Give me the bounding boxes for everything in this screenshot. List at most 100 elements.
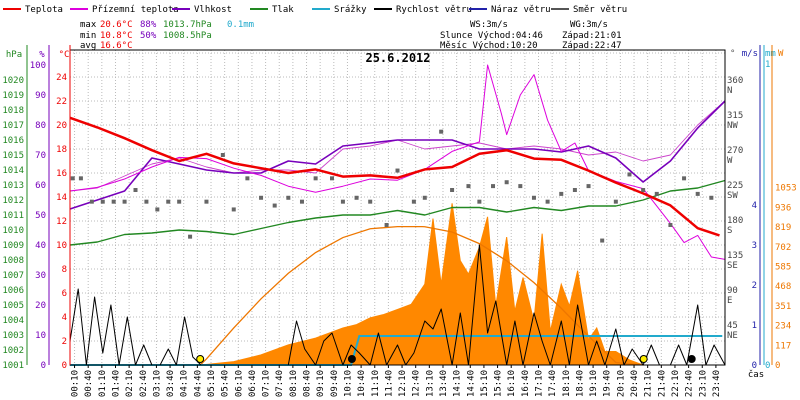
temperature-axis-tick-label: 22 xyxy=(56,97,67,107)
x-tick-label: 11:40 xyxy=(384,370,394,397)
series-humidity-line xyxy=(69,100,726,210)
x-tick-label: 22:40 xyxy=(685,370,695,397)
wind-direction-point xyxy=(682,176,687,181)
legend-label: Srážky xyxy=(334,5,367,15)
x-tick-label: 18:10 xyxy=(562,370,572,397)
radiation-tick-label: 936 xyxy=(775,203,791,213)
wind-direction-point xyxy=(518,184,523,189)
direction-tick-value: 270 xyxy=(727,146,743,156)
wind-direction-point xyxy=(313,176,318,181)
temperature-axis-tick-label: 8 xyxy=(62,265,67,275)
pressure-axis-tick-label: 1013 xyxy=(2,181,24,191)
stats-block: max 20.6°C 88% 1013.7hPa 0.1mm min 10.8°… xyxy=(80,20,254,51)
radiation-tick-label: 234 xyxy=(775,322,791,332)
x-tick-label: 11:10 xyxy=(371,370,381,397)
humidity-axis-tick-label: 50 xyxy=(35,211,46,221)
temperature-axis-tick-label: 4 xyxy=(62,313,67,323)
humidity-axis-tick-label: 10 xyxy=(35,331,46,341)
x-tick-label: 05:40 xyxy=(221,370,231,397)
wind-direction-point xyxy=(133,188,138,192)
humidity-axis-tick-label: 60 xyxy=(35,181,46,191)
legend-label: Směr větru xyxy=(573,5,627,15)
pressure-axis-tick-label: 1007 xyxy=(2,271,24,281)
info-wg: WG:3m/s xyxy=(570,20,608,30)
x-tick-label: 01:40 xyxy=(111,370,121,397)
sunset-marker xyxy=(639,355,648,363)
wind-direction-point xyxy=(545,199,550,204)
wind-direction-point xyxy=(613,199,618,204)
direction-tick-value: 360 xyxy=(727,76,743,86)
pressure-axis-tick-label: 1008 xyxy=(2,256,24,266)
stats-min-hum: 50% xyxy=(140,31,157,41)
series-pressure-line xyxy=(69,179,726,246)
legend-label: Vlhkost xyxy=(194,5,232,15)
legend-label: Přízemní teplota xyxy=(92,5,179,15)
x-tick-label: 02:40 xyxy=(139,370,149,397)
x-tick-label: 17:10 xyxy=(535,370,545,397)
direction-tick-value: 225 xyxy=(727,181,743,191)
info-moon-set: Západ:22:47 xyxy=(562,41,622,51)
wind-direction-point xyxy=(477,199,482,204)
stats-max-hum: 88% xyxy=(140,20,157,30)
x-tick-label: 19:40 xyxy=(603,370,613,397)
wind-direction-point xyxy=(272,203,277,208)
wind-direction-point xyxy=(411,199,416,204)
direction-tick-value: 180 xyxy=(727,216,743,226)
wind-direction-point xyxy=(586,184,591,189)
wind-tick-label: 2 xyxy=(752,281,757,291)
x-tick-label: 15:10 xyxy=(480,370,490,397)
direction-tick-value: 45 xyxy=(727,321,738,331)
series-ground-temp-line xyxy=(69,64,726,260)
wind-direction-point xyxy=(491,184,496,189)
x-tick-label: 09:10 xyxy=(316,370,326,397)
x-tick-label: 07:10 xyxy=(262,370,272,397)
pressure-axis-tick-label: 1010 xyxy=(2,226,24,236)
pressure-axis-tick-label: 1020 xyxy=(2,76,24,86)
x-tick-label: 04:10 xyxy=(180,370,190,397)
x-tick-label: 14:40 xyxy=(466,370,476,397)
stats-min-temp: 10.8°C xyxy=(100,31,133,41)
x-tick-label: 10:40 xyxy=(357,370,367,397)
x-tick-label: 15:40 xyxy=(494,370,504,397)
direction-tick-label: E xyxy=(727,296,732,306)
info-sun-set: Západ:21:01 xyxy=(562,31,622,41)
info-moon-rise: Měsíc Východ:10:20 xyxy=(440,41,538,51)
temperature-axis-tick-label: 16 xyxy=(56,169,67,179)
radiation-tick-label: 0 xyxy=(775,361,780,371)
x-tick-label: 01:10 xyxy=(98,370,108,397)
wind-direction-point xyxy=(177,199,182,204)
wind-direction-point xyxy=(259,195,264,200)
rain-tick-label: 0 xyxy=(765,361,770,371)
x-tick-label: 23:10 xyxy=(698,370,708,397)
direction-tick-label: NW xyxy=(727,121,738,131)
sunrise-marker xyxy=(196,355,205,363)
pressure-axis-tick-label: 1018 xyxy=(2,106,24,116)
wind-direction-point xyxy=(166,199,171,204)
wind-direction-point xyxy=(330,176,334,181)
temperature-axis-tick-label: 14 xyxy=(56,193,67,203)
wind-tick-label: 1 xyxy=(752,321,757,331)
moonrise-marker xyxy=(347,355,356,363)
wind-direction-point xyxy=(422,195,427,200)
legend-label: Náraz větru xyxy=(491,5,551,15)
x-tick-label: 21:10 xyxy=(644,370,654,397)
pressure-axis-tick-label: 1006 xyxy=(2,286,24,296)
wind-tick-label: 0 xyxy=(752,361,757,371)
wind-direction-point xyxy=(231,207,236,212)
x-tick-label: 20:10 xyxy=(616,370,626,397)
x-tick-label: 03:40 xyxy=(166,370,176,397)
direction-tick-label: SE xyxy=(727,261,738,271)
wind-direction-point xyxy=(695,191,700,196)
x-tick-label: 08:40 xyxy=(303,370,313,397)
humidity-axis-tick-label: 20 xyxy=(35,301,46,311)
x-tick-label: 12:10 xyxy=(398,370,408,397)
wind-tick-label: 4 xyxy=(752,201,757,211)
wind-direction-point xyxy=(654,191,659,196)
legend-label: Teplota xyxy=(25,5,63,15)
radiation-tick-label: 702 xyxy=(775,243,791,253)
moonset-marker xyxy=(687,355,696,363)
pressure-axis-tick-label: 1004 xyxy=(2,316,24,326)
wind-direction-point xyxy=(245,176,250,181)
x-tick-label: 06:40 xyxy=(248,370,258,397)
